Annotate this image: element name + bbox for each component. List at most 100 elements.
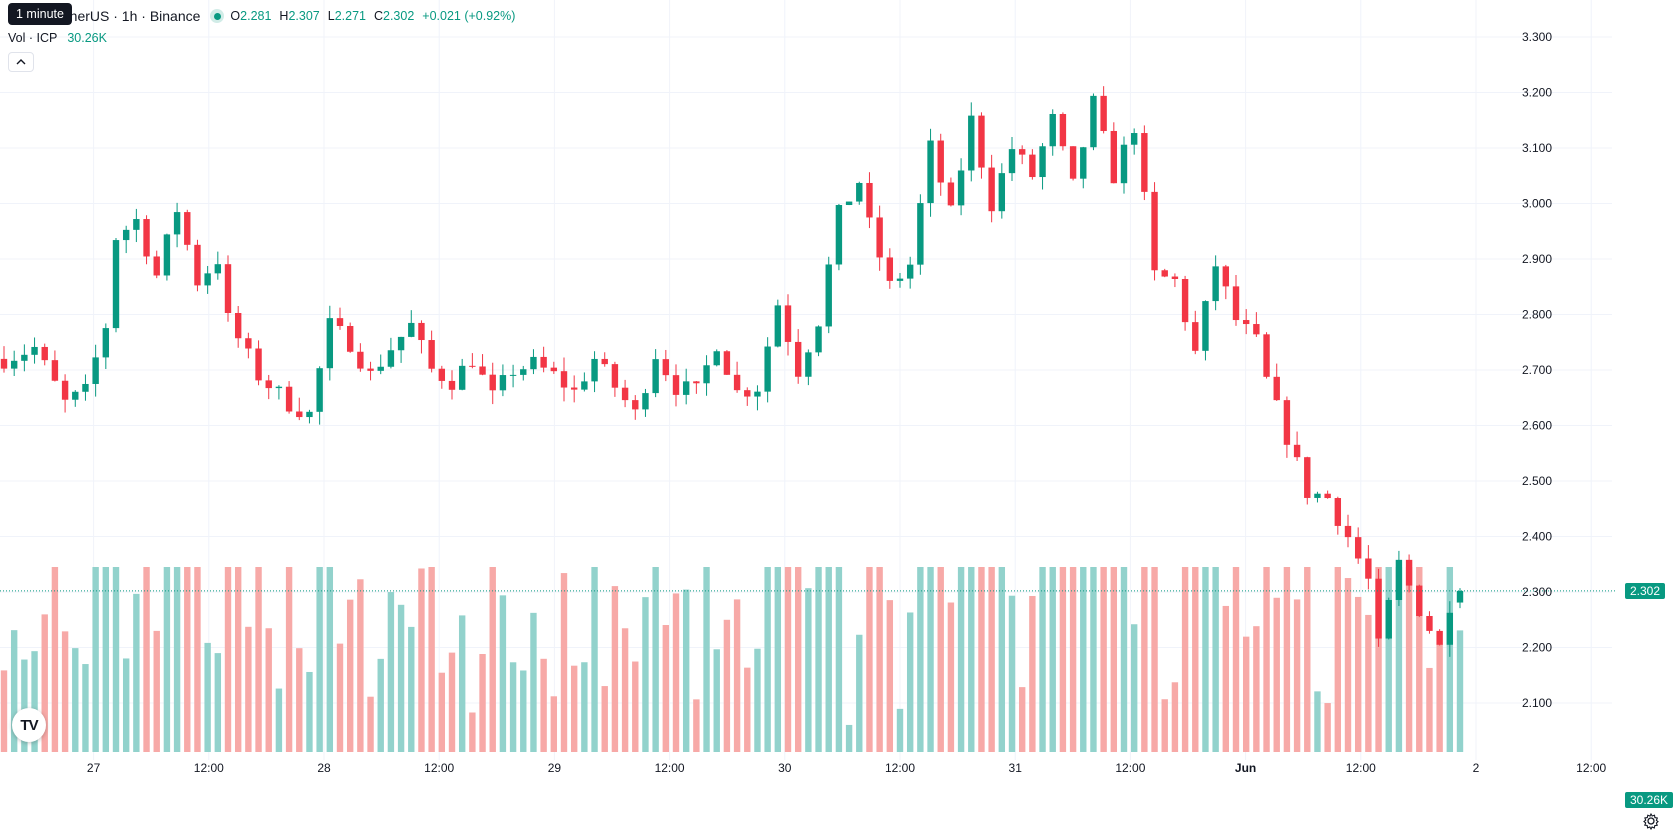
candle-body bbox=[1181, 278, 1189, 323]
candle-body bbox=[998, 173, 1006, 212]
volume-bar bbox=[296, 648, 303, 752]
symbol-legend: etherUS · 1h · Binance O2.281 H2.307 L2.… bbox=[8, 6, 515, 26]
symbol-title[interactable]: etherUS · 1h · Binance bbox=[58, 8, 201, 24]
volume-bar bbox=[794, 567, 802, 752]
candle-body bbox=[163, 234, 171, 276]
volume-bar bbox=[1253, 626, 1260, 752]
volume-bar bbox=[570, 665, 578, 752]
candle-body bbox=[530, 356, 537, 370]
candle-body bbox=[642, 393, 649, 410]
candle-body bbox=[815, 326, 822, 353]
candle-body bbox=[652, 359, 659, 394]
time-tick-label: 12:00 bbox=[1115, 761, 1145, 775]
volume-bar bbox=[1324, 703, 1331, 752]
candle-body bbox=[275, 386, 283, 389]
volume-bar bbox=[224, 567, 232, 752]
candle-body bbox=[1273, 376, 1280, 401]
price-tick-label: 3.000 bbox=[1522, 197, 1552, 211]
candle-body bbox=[1212, 266, 1219, 302]
candle-body bbox=[1069, 146, 1077, 179]
candle-body bbox=[41, 346, 48, 361]
candle-body bbox=[92, 357, 99, 384]
volume-bar bbox=[1304, 567, 1311, 752]
candle-body bbox=[1365, 558, 1372, 579]
volume-bar bbox=[632, 661, 639, 752]
tradingview-logo[interactable]: TV bbox=[12, 708, 46, 742]
candle-body bbox=[316, 368, 323, 412]
volume-bar bbox=[194, 567, 201, 752]
volume-bar bbox=[1130, 624, 1138, 752]
candle-body bbox=[784, 305, 792, 342]
candle-body bbox=[1171, 276, 1179, 279]
volume-bar bbox=[153, 630, 160, 752]
candle-body bbox=[1059, 113, 1067, 147]
price-tick-label: 2.300 bbox=[1522, 585, 1552, 599]
volume-value: 30.26K bbox=[67, 31, 107, 45]
candle-body bbox=[1344, 525, 1352, 538]
candle-body bbox=[662, 359, 670, 376]
volume-bar bbox=[927, 567, 934, 752]
volume-bar bbox=[917, 567, 924, 752]
chevron-up-icon bbox=[16, 59, 26, 65]
settings-icon[interactable] bbox=[1642, 812, 1660, 830]
volume-bar bbox=[1334, 567, 1342, 752]
candle-body bbox=[560, 371, 568, 388]
candle-body bbox=[591, 358, 598, 382]
candle-body bbox=[621, 387, 629, 401]
candle-body bbox=[1304, 457, 1311, 498]
time-tick-label: 30 bbox=[778, 761, 792, 775]
volume-bar bbox=[1029, 595, 1036, 752]
volume-bar bbox=[143, 567, 150, 752]
volume-bar bbox=[41, 614, 48, 752]
volume-bar bbox=[845, 724, 853, 752]
candle-body bbox=[234, 312, 242, 339]
price-tick-label: 2.500 bbox=[1522, 474, 1552, 488]
volume-bar bbox=[866, 567, 873, 752]
candle-body bbox=[632, 400, 639, 410]
collapse-legend-button[interactable] bbox=[8, 52, 34, 72]
volume-bar bbox=[1344, 578, 1352, 752]
candle-body bbox=[1192, 322, 1199, 351]
candle-body bbox=[1120, 144, 1128, 184]
candle-body bbox=[296, 411, 303, 418]
volume-bar bbox=[1232, 567, 1240, 752]
volume-bar bbox=[163, 567, 171, 752]
volume-bar bbox=[1039, 567, 1046, 752]
ohlc-high: H2.307 bbox=[279, 9, 320, 23]
candle-body bbox=[469, 365, 476, 367]
time-tick-label: 12:00 bbox=[655, 761, 685, 775]
volume-bar bbox=[204, 642, 211, 752]
price-axis[interactable]: 3.300 3.200 3.100 3.000 2.900 2.800 2.700 2.600… bbox=[1522, 30, 1552, 710]
candle-body bbox=[224, 264, 232, 313]
time-tick-label: Jun bbox=[1235, 761, 1256, 775]
volume-bar bbox=[682, 589, 690, 752]
volume-bar bbox=[774, 567, 782, 752]
volume-bar bbox=[560, 573, 568, 752]
time-axis[interactable]: 12:00 27 12:00 28 12:00 29 12:00 30 12:00 31 12:00… bbox=[0, 761, 1678, 775]
volume-bar bbox=[102, 567, 110, 752]
volume-bar bbox=[1100, 567, 1107, 752]
market-status-icon[interactable] bbox=[210, 9, 225, 23]
volume-bar bbox=[377, 658, 384, 752]
candle-body bbox=[1100, 95, 1107, 131]
volume-label: Vol · ICP bbox=[8, 31, 58, 45]
candle-body bbox=[1416, 585, 1423, 616]
candle-body bbox=[845, 201, 853, 206]
candle-body bbox=[51, 360, 59, 381]
volume-bar bbox=[1436, 643, 1443, 752]
candle-body bbox=[72, 391, 79, 400]
last-price-tag: 2.302 bbox=[1625, 582, 1666, 599]
candle-body bbox=[1080, 147, 1087, 179]
volume-bar bbox=[479, 654, 486, 752]
volume-bar bbox=[1354, 596, 1362, 752]
volume-bar bbox=[886, 600, 894, 752]
price-tick-label: 2.800 bbox=[1522, 308, 1552, 322]
candle-body bbox=[886, 257, 894, 281]
volume-bar bbox=[1120, 567, 1128, 752]
price-tick-label: 2.700 bbox=[1522, 363, 1552, 377]
candle-body bbox=[520, 369, 527, 375]
candle-body bbox=[1141, 133, 1148, 192]
candle-body bbox=[733, 374, 741, 391]
volume-bar bbox=[428, 567, 435, 752]
